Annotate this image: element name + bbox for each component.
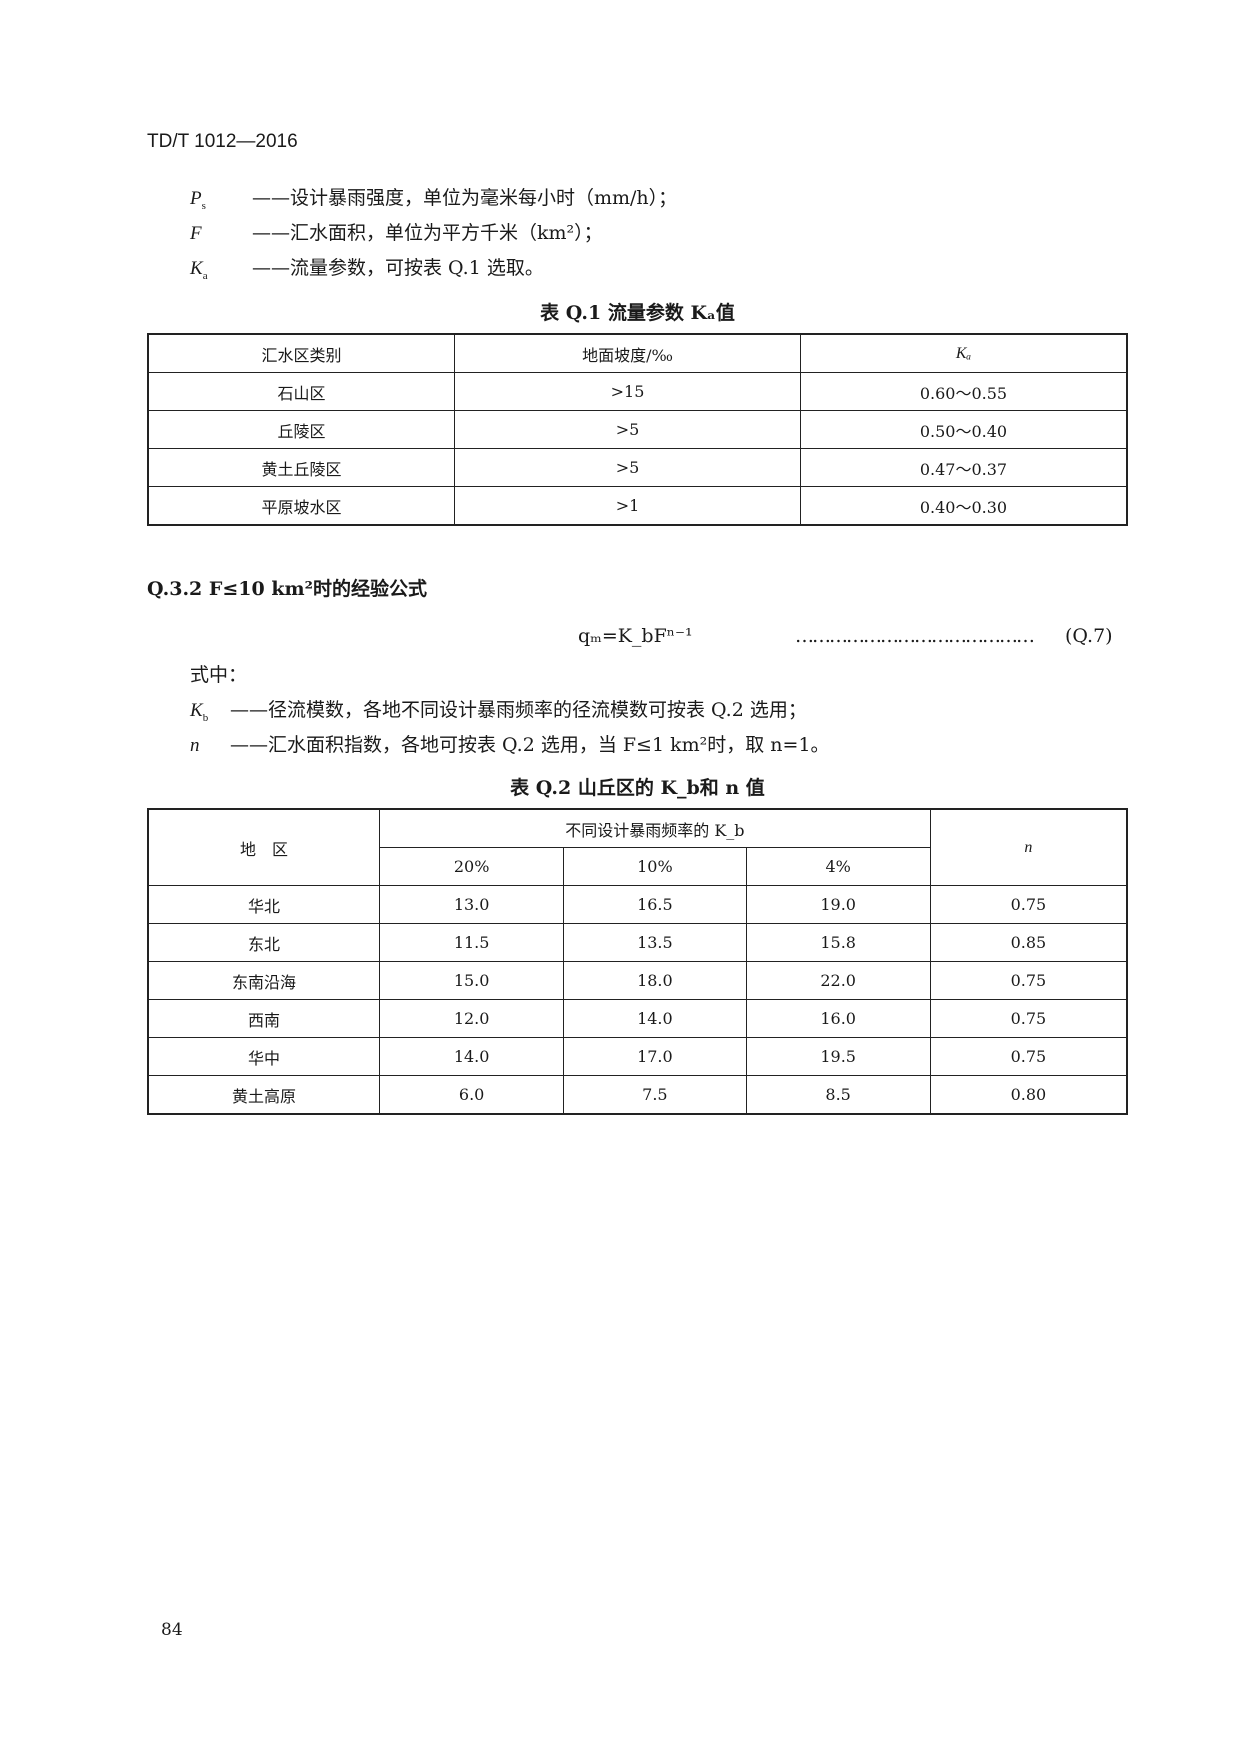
header-cell: 地面坡度/‰ xyxy=(454,333,801,373)
definition-f: F ——汇水面积，单位为平方千米（km²）； xyxy=(190,218,603,247)
cell: 8.5 xyxy=(745,1075,931,1115)
table-row: 石山区 >15 0.60～0.55 xyxy=(147,372,1128,411)
cell: 0.50～0.40 xyxy=(800,410,1128,449)
table-q1: 汇水区类别 地面坡度/‰ Kₐ 石山区 >15 0.60～0.55 丘陵区 >5 0.5… xyxy=(147,333,1128,526)
header-n: n xyxy=(929,808,1128,886)
cell: 17.0 xyxy=(563,1037,747,1076)
cell: 11.5 xyxy=(378,923,565,962)
cell: 东南沿海 xyxy=(147,961,380,1000)
standard-code-header: TD/T 1012—2016 xyxy=(147,131,298,152)
table-row: 华中 14.0 17.0 19.5 0.75 xyxy=(147,1037,1128,1076)
table-row: 西南 12.0 14.0 16.0 0.75 xyxy=(147,999,1128,1038)
cell: 15.8 xyxy=(745,923,931,962)
table-header-row: 汇水区类别 地面坡度/‰ Kₐ xyxy=(147,333,1128,373)
header-region: 地 区 xyxy=(147,808,380,886)
table-row: 华北 13.0 16.5 19.0 0.75 xyxy=(147,885,1128,924)
cell: 丘陵区 xyxy=(147,410,455,449)
symbol: n xyxy=(190,735,200,756)
cell: 0.75 xyxy=(929,999,1128,1038)
cell: 东北 xyxy=(147,923,380,962)
definition-text: ——流量参数，可按表 Q.1 选取。 xyxy=(252,257,544,279)
cell: 18.0 xyxy=(563,961,747,1000)
cell: >5 xyxy=(454,448,801,487)
cell: 22.0 xyxy=(745,961,931,1000)
table-row: 平原坡水区 >1 0.40～0.30 xyxy=(147,486,1128,526)
cell: 12.0 xyxy=(378,999,565,1038)
formula-expression: qₘ=K_bFⁿ⁻¹ xyxy=(578,625,693,647)
cell: 0.75 xyxy=(929,1037,1128,1076)
section-heading: Q.3.2 F≤10 km²时的经验公式 xyxy=(147,578,427,600)
symbol: F xyxy=(190,223,202,244)
header-cell: 汇水区类别 xyxy=(147,333,455,373)
table-row: 丘陵区 >5 0.50～0.40 xyxy=(147,410,1128,449)
definition-n: n ——汇水面积指数，各地可按表 Q.2 选用，当 F≤1 km²时，取 n=1。 xyxy=(190,730,830,759)
cell: 6.0 xyxy=(378,1075,565,1115)
cell: 平原坡水区 xyxy=(147,486,455,526)
cell: >1 xyxy=(454,486,801,526)
cell: 西南 xyxy=(147,999,380,1038)
cell: 14.0 xyxy=(378,1037,565,1076)
cell: 0.60～0.55 xyxy=(800,372,1128,411)
cell: 13.5 xyxy=(563,923,747,962)
cell: 19.5 xyxy=(745,1037,931,1076)
definition-kb: Kb ——径流模数，各地不同设计暴雨频率的径流模数可按表 Q.2 选用； xyxy=(190,695,807,724)
subheader-cell: 20% xyxy=(378,847,565,886)
symbol: Ka xyxy=(190,258,208,282)
cell: 黄土高原 xyxy=(147,1075,380,1115)
cell: 14.0 xyxy=(563,999,747,1038)
cell: 0.80 xyxy=(929,1075,1128,1115)
table-row: 东北 11.5 13.5 15.8 0.85 xyxy=(147,923,1128,962)
cell: 7.5 xyxy=(563,1075,747,1115)
cell: 黄土丘陵区 xyxy=(147,448,455,487)
table-header-row: 地 区 不同设计暴雨频率的 K_b n xyxy=(147,808,1128,886)
subheader-cell: 10% xyxy=(563,847,747,886)
definition-text: ——汇水面积指数，各地可按表 Q.2 选用，当 F≤1 km²时，取 n=1。 xyxy=(230,734,830,756)
table2-caption: 表 Q.2 山丘区的 K_b和 n 值 xyxy=(510,777,765,799)
table-row: 黄土高原 6.0 7.5 8.5 0.80 xyxy=(147,1075,1128,1115)
cell: 石山区 xyxy=(147,372,455,411)
formula-leader: …………………………………… xyxy=(795,625,1035,647)
symbol: Ps xyxy=(190,188,206,212)
definition-text: ——设计暴雨强度，单位为毫米每小时（mm/h）； xyxy=(252,187,678,209)
cell: 0.40～0.30 xyxy=(800,486,1128,526)
page-number: 84 xyxy=(161,1620,183,1640)
symbol: Kb xyxy=(190,700,209,724)
header-group: 不同设计暴雨频率的 K_b xyxy=(379,808,931,848)
subheader-cell: 4% xyxy=(745,847,931,886)
cell: 16.0 xyxy=(745,999,931,1038)
definition-ps: Ps ——设计暴雨强度，单位为毫米每小时（mm/h）； xyxy=(190,183,677,212)
definition-text: ——径流模数，各地不同设计暴雨频率的径流模数可按表 Q.2 选用； xyxy=(230,699,807,721)
cell: 0.75 xyxy=(929,885,1128,924)
table-row: 东南沿海 15.0 18.0 22.0 0.75 xyxy=(147,961,1128,1000)
where-label: 式中： xyxy=(190,664,248,686)
cell: 0.47～0.37 xyxy=(800,448,1128,487)
cell: 16.5 xyxy=(563,885,747,924)
table-q2: 地 区 不同设计暴雨频率的 K_b n 20% 10% 4% 华北 13.0 16.… xyxy=(147,808,1128,1115)
cell: 华中 xyxy=(147,1037,380,1076)
header-cell: Kₐ xyxy=(800,333,1128,373)
definition-text: ——汇水面积，单位为平方千米（km²）； xyxy=(252,222,603,244)
cell: 13.0 xyxy=(378,885,565,924)
cell: 19.0 xyxy=(745,885,931,924)
formula-number: (Q.7) xyxy=(1065,625,1113,647)
cell: 0.75 xyxy=(929,961,1128,1000)
table-subheader-row: 20% 10% 4% xyxy=(148,847,1127,886)
cell: >15 xyxy=(454,372,801,411)
cell: 15.0 xyxy=(378,961,565,1000)
cell: 0.85 xyxy=(929,923,1128,962)
table-row: 黄土丘陵区 >5 0.47～0.37 xyxy=(147,448,1128,487)
table1-caption: 表 Q.1 流量参数 Kₐ值 xyxy=(540,302,735,324)
definition-ka: Ka ——流量参数，可按表 Q.1 选取。 xyxy=(190,253,544,282)
cell: 华北 xyxy=(147,885,380,924)
cell: >5 xyxy=(454,410,801,449)
